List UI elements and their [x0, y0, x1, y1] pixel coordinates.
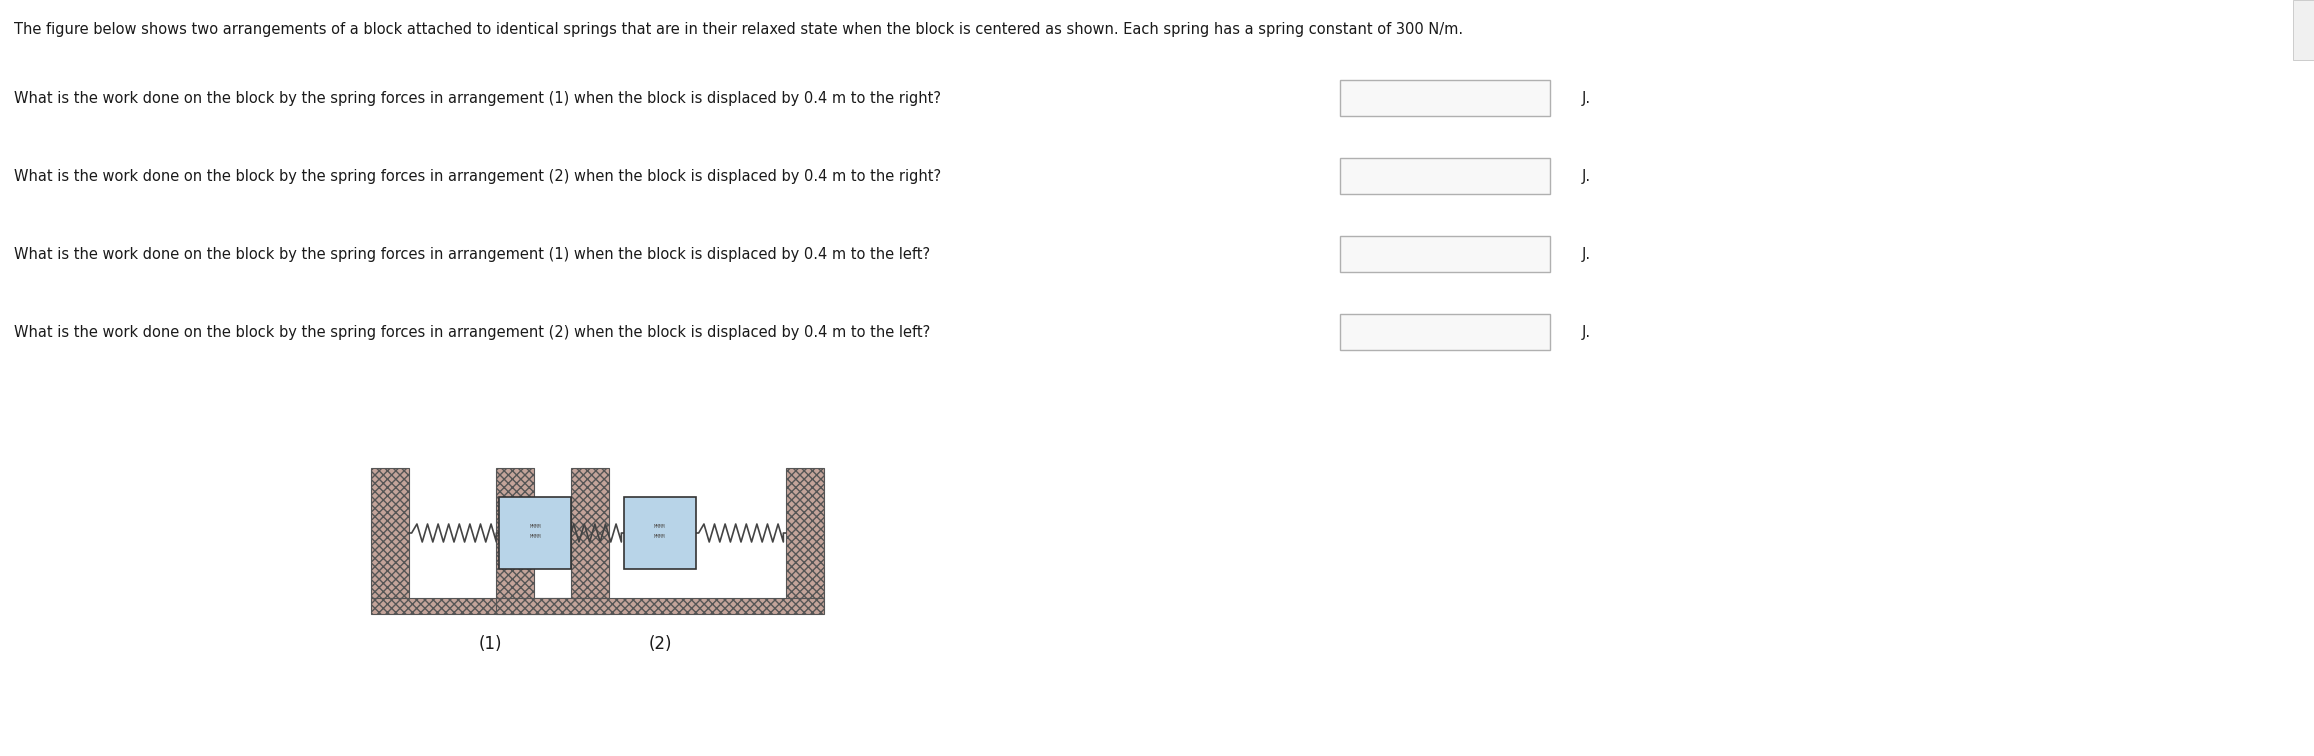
- Text: (2): (2): [648, 635, 671, 653]
- Bar: [1340, 314, 1550, 350]
- Text: What is the work done on the block by the spring forces in arrangement (2) when : What is the work done on the block by th…: [14, 324, 930, 339]
- Bar: [495, 598, 824, 614]
- Text: J.: J.: [1583, 169, 1592, 184]
- Text: J.: J.: [1583, 324, 1592, 339]
- Bar: [625, 497, 697, 569]
- Bar: [370, 468, 410, 598]
- Text: J.: J.: [1583, 91, 1592, 106]
- Bar: [572, 468, 609, 598]
- Bar: [1340, 158, 1550, 194]
- Bar: [500, 497, 572, 569]
- Text: What is the work done on the block by the spring forces in arrangement (2) when : What is the work done on the block by th…: [14, 169, 942, 184]
- Text: (1): (1): [479, 635, 502, 653]
- Text: The figure below shows two arrangements of a block attached to identical springs: The figure below shows two arrangements …: [14, 22, 1462, 37]
- Bar: [787, 468, 824, 598]
- Text: What is the work done on the block by the spring forces in arrangement (1) when : What is the work done on the block by th…: [14, 91, 942, 106]
- Bar: [370, 598, 609, 614]
- Bar: [1340, 80, 1550, 116]
- Bar: [2293, 0, 2314, 60]
- Text: MMMM: MMMM: [530, 523, 541, 528]
- Text: J.: J.: [1583, 246, 1592, 262]
- Bar: [1340, 236, 1550, 272]
- Text: MMMM: MMMM: [655, 534, 666, 540]
- Text: What is the work done on the block by the spring forces in arrangement (1) when : What is the work done on the block by th…: [14, 246, 930, 262]
- Text: MMMM: MMMM: [530, 534, 541, 540]
- Text: MMMM: MMMM: [655, 523, 666, 528]
- Bar: [495, 468, 535, 598]
